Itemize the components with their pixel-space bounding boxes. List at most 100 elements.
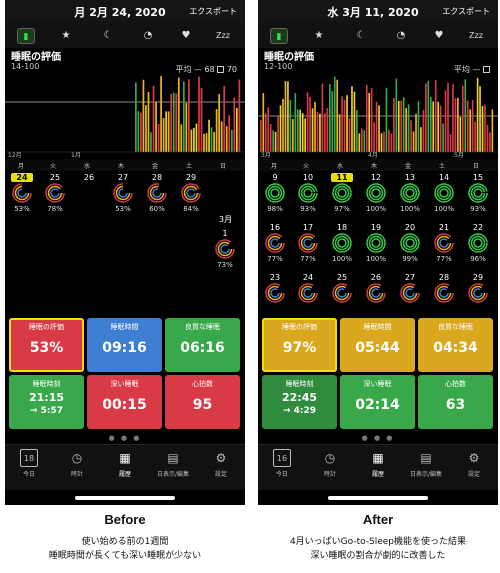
zzz-tab[interactable]: Zzz xyxy=(469,31,483,40)
tile-label: 心拍数 xyxy=(445,380,466,388)
calendar-day-score: 100% xyxy=(399,205,420,213)
score-bar xyxy=(432,101,435,152)
calendar-day-cell[interactable]: 22 96% xyxy=(463,223,493,269)
tile-label: 深い睡眠 xyxy=(110,380,139,388)
nav-label: 設定 xyxy=(467,471,480,478)
nav-label: 履歴 xyxy=(371,471,384,478)
sleep-ring-icon xyxy=(265,183,285,203)
tile-sleep-time[interactable]: 睡眠時刻 22:45 → 4:29 xyxy=(262,375,337,429)
average-checkbox[interactable] xyxy=(483,66,490,73)
calendar-day-cell[interactable]: 20 99% xyxy=(395,223,425,269)
sleep-ring-icon xyxy=(400,183,420,203)
score-bar xyxy=(198,76,200,152)
clock-icon[interactable]: ◔ xyxy=(396,30,406,41)
zzz-tab[interactable]: Zzz xyxy=(216,31,230,40)
calendar-day-cell[interactable]: 26 xyxy=(74,173,104,219)
tile-value: 53% xyxy=(29,340,64,356)
battery-icon[interactable]: ▮ xyxy=(17,28,35,44)
calendar-day-cell[interactable]: 14 100% xyxy=(429,173,459,219)
tile-deep-sleep[interactable]: 深い睡眠 00:15 xyxy=(87,375,162,429)
tile-heart-rate[interactable]: 心拍数 63 xyxy=(418,375,493,429)
calendar-day-cell[interactable]: 16 77% xyxy=(260,223,290,269)
calendar-day-cell[interactable]: 11 97% xyxy=(327,173,357,219)
clock-icon[interactable]: ◔ xyxy=(143,30,153,41)
star-icon[interactable]: ★ xyxy=(314,30,324,41)
battery-icon[interactable]: ▮ xyxy=(270,28,288,44)
nav-clock[interactable]: ◷ 時計 xyxy=(306,449,354,478)
tile-heart-rate[interactable]: 心拍数 95 xyxy=(165,375,240,429)
tile-quality-sleep[interactable]: 良質な睡眠 04:34 xyxy=(418,318,493,372)
weekday: 水 xyxy=(83,163,90,170)
tile-sleep-score[interactable]: 睡眠の評価 97% xyxy=(262,318,337,372)
score-bar xyxy=(476,77,479,152)
star-icon[interactable]: ★ xyxy=(61,30,71,41)
nav-label: 今日 xyxy=(275,471,288,478)
heart-icon[interactable]: ♥ xyxy=(434,30,444,41)
calendar-day-cell[interactable]: 9 98% xyxy=(260,173,290,219)
calendar-day-number: 29 xyxy=(472,273,484,282)
score-bar xyxy=(299,109,302,152)
calendar-day-cell[interactable]: 29 xyxy=(463,273,493,319)
caption-line: 睡眠時間が長くても深い睡眠が少ない xyxy=(48,551,202,561)
calendar-day-cell[interactable]: 28 60% xyxy=(142,173,172,219)
tile-sleep-score[interactable]: 睡眠の評価 53% xyxy=(9,318,84,372)
nav-history[interactable]: ▦ 履歴 xyxy=(354,449,402,478)
nav-settings[interactable]: ⚙ 設定 xyxy=(450,449,498,478)
score-bar xyxy=(185,102,188,152)
tile-sleep-duration[interactable]: 睡眠時間 05:44 xyxy=(340,318,415,372)
moon-icon[interactable]: ☾ xyxy=(103,30,113,41)
tile-sleep-time[interactable]: 睡眠時刻 21:15 → 5:57 xyxy=(9,375,84,429)
tile-quality-sleep[interactable]: 良質な睡眠 06:16 xyxy=(165,318,240,372)
nav-settings[interactable]: ⚙ 設定 xyxy=(197,449,245,478)
calendar-day-cell[interactable]: 1 73% xyxy=(210,229,240,275)
tile-sleep-duration[interactable]: 睡眠時間 09:16 xyxy=(87,318,162,372)
nav-clock[interactable]: ◷ 時計 xyxy=(53,449,101,478)
sleep-ring-icon xyxy=(265,283,285,303)
calendar-day-cell[interactable]: 24 53% xyxy=(7,173,37,219)
clock-icon: ◷ xyxy=(324,451,336,465)
score-bar xyxy=(306,92,309,152)
calendar-day-cell[interactable]: 27 xyxy=(395,273,425,319)
weekday: 金 xyxy=(404,163,411,170)
export-button[interactable]: エクスポート xyxy=(442,7,490,16)
score-bar xyxy=(235,108,238,152)
sleep-ring-icon xyxy=(434,283,454,303)
weekday: 土 xyxy=(438,163,445,170)
calendar-day-cell[interactable]: 12 100% xyxy=(361,173,391,219)
calendar-day-cell[interactable]: 25 78% xyxy=(40,173,70,219)
nav-today[interactable]: 18 今日 xyxy=(5,449,53,478)
calendar-day-cell[interactable]: 17 77% xyxy=(293,223,323,269)
calendar-day-cell[interactable]: 18 100% xyxy=(327,223,357,269)
calendar-day-cell[interactable]: 26 xyxy=(361,273,391,319)
calendar-day-cell[interactable]: 24 xyxy=(293,273,323,319)
moon-icon[interactable]: ☾ xyxy=(356,30,366,41)
calendar-day-cell[interactable]: 10 93% xyxy=(293,173,323,219)
sleep-score-chart[interactable] xyxy=(258,72,498,154)
score-bar xyxy=(269,124,272,152)
score-bar xyxy=(238,79,241,152)
calendar-day-number: 16 xyxy=(269,223,281,232)
calendar-day-cell[interactable]: 15 93% xyxy=(463,173,493,219)
nav-day-edit[interactable]: ▤ 日表示/編集 xyxy=(402,449,450,478)
calendar-day-cell[interactable]: 27 53% xyxy=(108,173,138,219)
heart-icon[interactable]: ♥ xyxy=(181,30,191,41)
nav-history[interactable]: ▦ 履歴 xyxy=(101,449,149,478)
calendar-day-cell[interactable]: 29 84% xyxy=(176,173,206,219)
calendar-day-cell[interactable]: 21 77% xyxy=(429,223,459,269)
tile-value: 04:34 xyxy=(433,340,478,356)
before-caption: Before 使い始める前の1週間 睡眠時間が長くても深い睡眠が少ない xyxy=(5,512,245,563)
nav-day-edit[interactable]: ▤ 日表示/編集 xyxy=(149,449,197,478)
calendar-day-cell[interactable]: 19 100% xyxy=(361,223,391,269)
calendar-day-cell[interactable]: 23 xyxy=(260,273,290,319)
tile-deep-sleep[interactable]: 深い睡眠 02:14 xyxy=(340,375,415,429)
calendar-day-cell[interactable]: 13 100% xyxy=(395,173,425,219)
score-bar xyxy=(380,133,383,152)
score-bar xyxy=(155,101,157,152)
sleep-score-chart[interactable] xyxy=(5,72,245,154)
calendar-day-cell[interactable]: 28 xyxy=(429,273,459,319)
score-bar xyxy=(338,114,341,152)
calendar-day-cell[interactable]: 25 xyxy=(327,273,357,319)
nav-today[interactable]: 16 今日 xyxy=(258,449,306,478)
score-bar xyxy=(267,107,270,152)
export-button[interactable]: エクスポート xyxy=(189,7,237,16)
